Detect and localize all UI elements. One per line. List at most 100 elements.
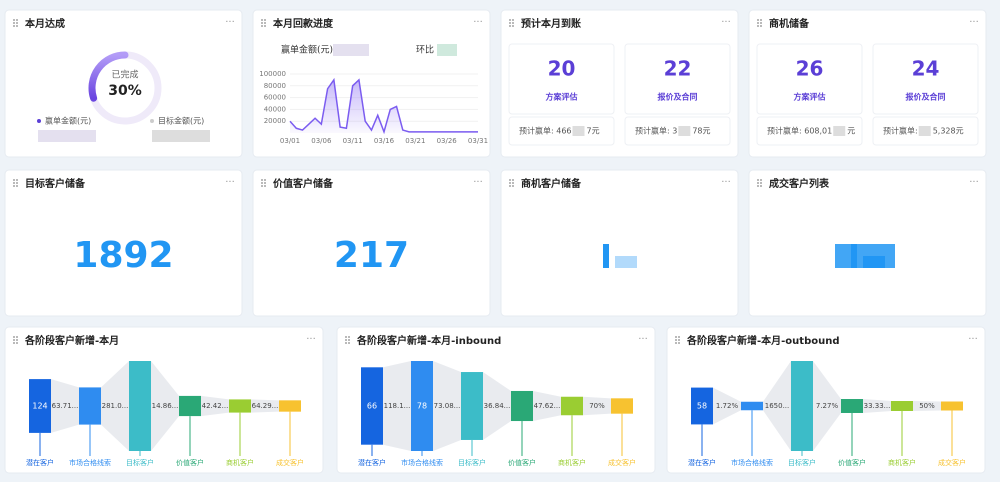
more-menu[interactable]: ··· [721, 177, 731, 188]
drag-handle [678, 342, 680, 344]
funnel-bar [791, 361, 813, 451]
funnel-bar [361, 367, 383, 445]
more-menu[interactable]: ··· [473, 177, 483, 188]
more-menu[interactable]: ··· [225, 17, 235, 28]
drag-handle [261, 22, 263, 24]
drag-handle [675, 342, 677, 344]
stat-stage: 报价及合同 [658, 92, 698, 102]
more-menu[interactable]: ··· [968, 334, 978, 345]
blurred-text [152, 130, 210, 142]
drag-handle [261, 25, 263, 27]
more-menu[interactable]: ··· [306, 334, 316, 345]
x-tick-label: 03/01 [280, 137, 300, 145]
drag-handle [348, 342, 350, 344]
card-title: 成交客户列表 [769, 177, 830, 190]
funnel-connector [101, 361, 129, 451]
stat-count: 22 [664, 57, 692, 81]
forecast-suffix: 78元 [692, 127, 710, 136]
line-series [289, 77, 478, 135]
stage-label: 目标客户 [126, 458, 154, 467]
funnel-bar [79, 387, 101, 425]
stage-label: 商机客户 [888, 458, 916, 467]
stat-value: 1892 [73, 235, 173, 276]
blurred-text [437, 44, 457, 56]
drag-handle [509, 179, 511, 181]
drag-handle [261, 179, 263, 181]
forecast-prefix: 预计赢单: 3 [635, 126, 677, 136]
drag-handle [13, 342, 15, 344]
stage-label: 商机客户 [558, 458, 586, 467]
stat-value: 217 [334, 235, 409, 276]
card [252, 169, 491, 317]
line-area [290, 79, 478, 133]
more-menu[interactable]: ··· [969, 177, 979, 188]
card-title: 本月回款进度 [273, 17, 334, 30]
drag-handle [760, 185, 762, 187]
more-menu[interactable]: ··· [969, 17, 979, 28]
won-amount-label: 赢单金额(元) [281, 44, 333, 56]
drag-handle [264, 179, 266, 181]
conversion-rate: 14.86... [152, 402, 179, 410]
drag-handle [509, 22, 511, 24]
funnel-bar [941, 401, 963, 411]
drag-handle [512, 25, 514, 27]
forecast-suffix: 5,328元 [933, 127, 964, 136]
funnel-connector [383, 361, 411, 451]
drag-handle [13, 19, 15, 21]
drag-handle [261, 182, 263, 184]
stage-label: 价值客户 [838, 458, 866, 467]
card-title: 商机客户储备 [521, 177, 582, 190]
forecast-box [624, 116, 731, 146]
more-menu[interactable]: ··· [638, 334, 648, 345]
more-menu[interactable]: ··· [721, 17, 731, 28]
conversion-rate: 281.0... [102, 402, 129, 410]
legend-item: 目标金额(元) [158, 116, 204, 126]
stage-label: 潜在客户 [688, 458, 716, 467]
conversion-rate: 33.33... [864, 402, 891, 410]
stat-box [756, 43, 863, 115]
conversion-rate: 118.1... [384, 402, 411, 410]
drag-handle [509, 25, 511, 27]
partial-number [603, 244, 609, 268]
card [748, 169, 987, 317]
x-tick-label: 03/26 [437, 137, 458, 145]
drag-handle [16, 342, 18, 344]
stage-label: 价值客户 [176, 458, 204, 467]
drag-handle [13, 22, 15, 24]
funnel-bar [691, 387, 713, 425]
funnel-connector [763, 361, 791, 451]
drag-handle [16, 336, 18, 338]
drag-handle [13, 336, 15, 338]
stage-label: 市场合格线索 [69, 458, 111, 467]
drag-handle [512, 19, 514, 21]
drag-handle [678, 336, 680, 338]
drag-handle [512, 185, 514, 187]
drag-handle [13, 182, 15, 184]
more-menu[interactable]: ··· [225, 177, 235, 188]
drag-handle [16, 22, 18, 24]
funnel-bar [179, 395, 201, 417]
funnel-bar [511, 390, 533, 422]
more-menu[interactable]: ··· [473, 17, 483, 28]
blurred-text [678, 126, 691, 136]
stat-count: 26 [796, 57, 824, 81]
drag-handle [757, 179, 759, 181]
drag-handle [13, 185, 15, 187]
drag-handle [261, 185, 263, 187]
ring-label: 已完成 [111, 69, 138, 81]
stage-label: 成交客户 [276, 458, 304, 467]
legend-dot [150, 119, 154, 123]
drag-handle [678, 339, 680, 341]
stat-count: 20 [548, 57, 576, 81]
completion-value: 30% [108, 83, 142, 99]
stage-label: 目标客户 [458, 458, 486, 467]
funnel-connector [863, 399, 891, 413]
forecast-box [508, 116, 615, 146]
conversion-rate: 36.84... [484, 402, 511, 410]
funnel-connector [813, 361, 841, 451]
x-tick-label: 03/16 [374, 137, 395, 145]
drag-handle [509, 185, 511, 187]
drag-handle [348, 339, 350, 341]
y-tick-label: 80000 [264, 82, 286, 90]
y-tick-label: 20000 [264, 117, 286, 125]
